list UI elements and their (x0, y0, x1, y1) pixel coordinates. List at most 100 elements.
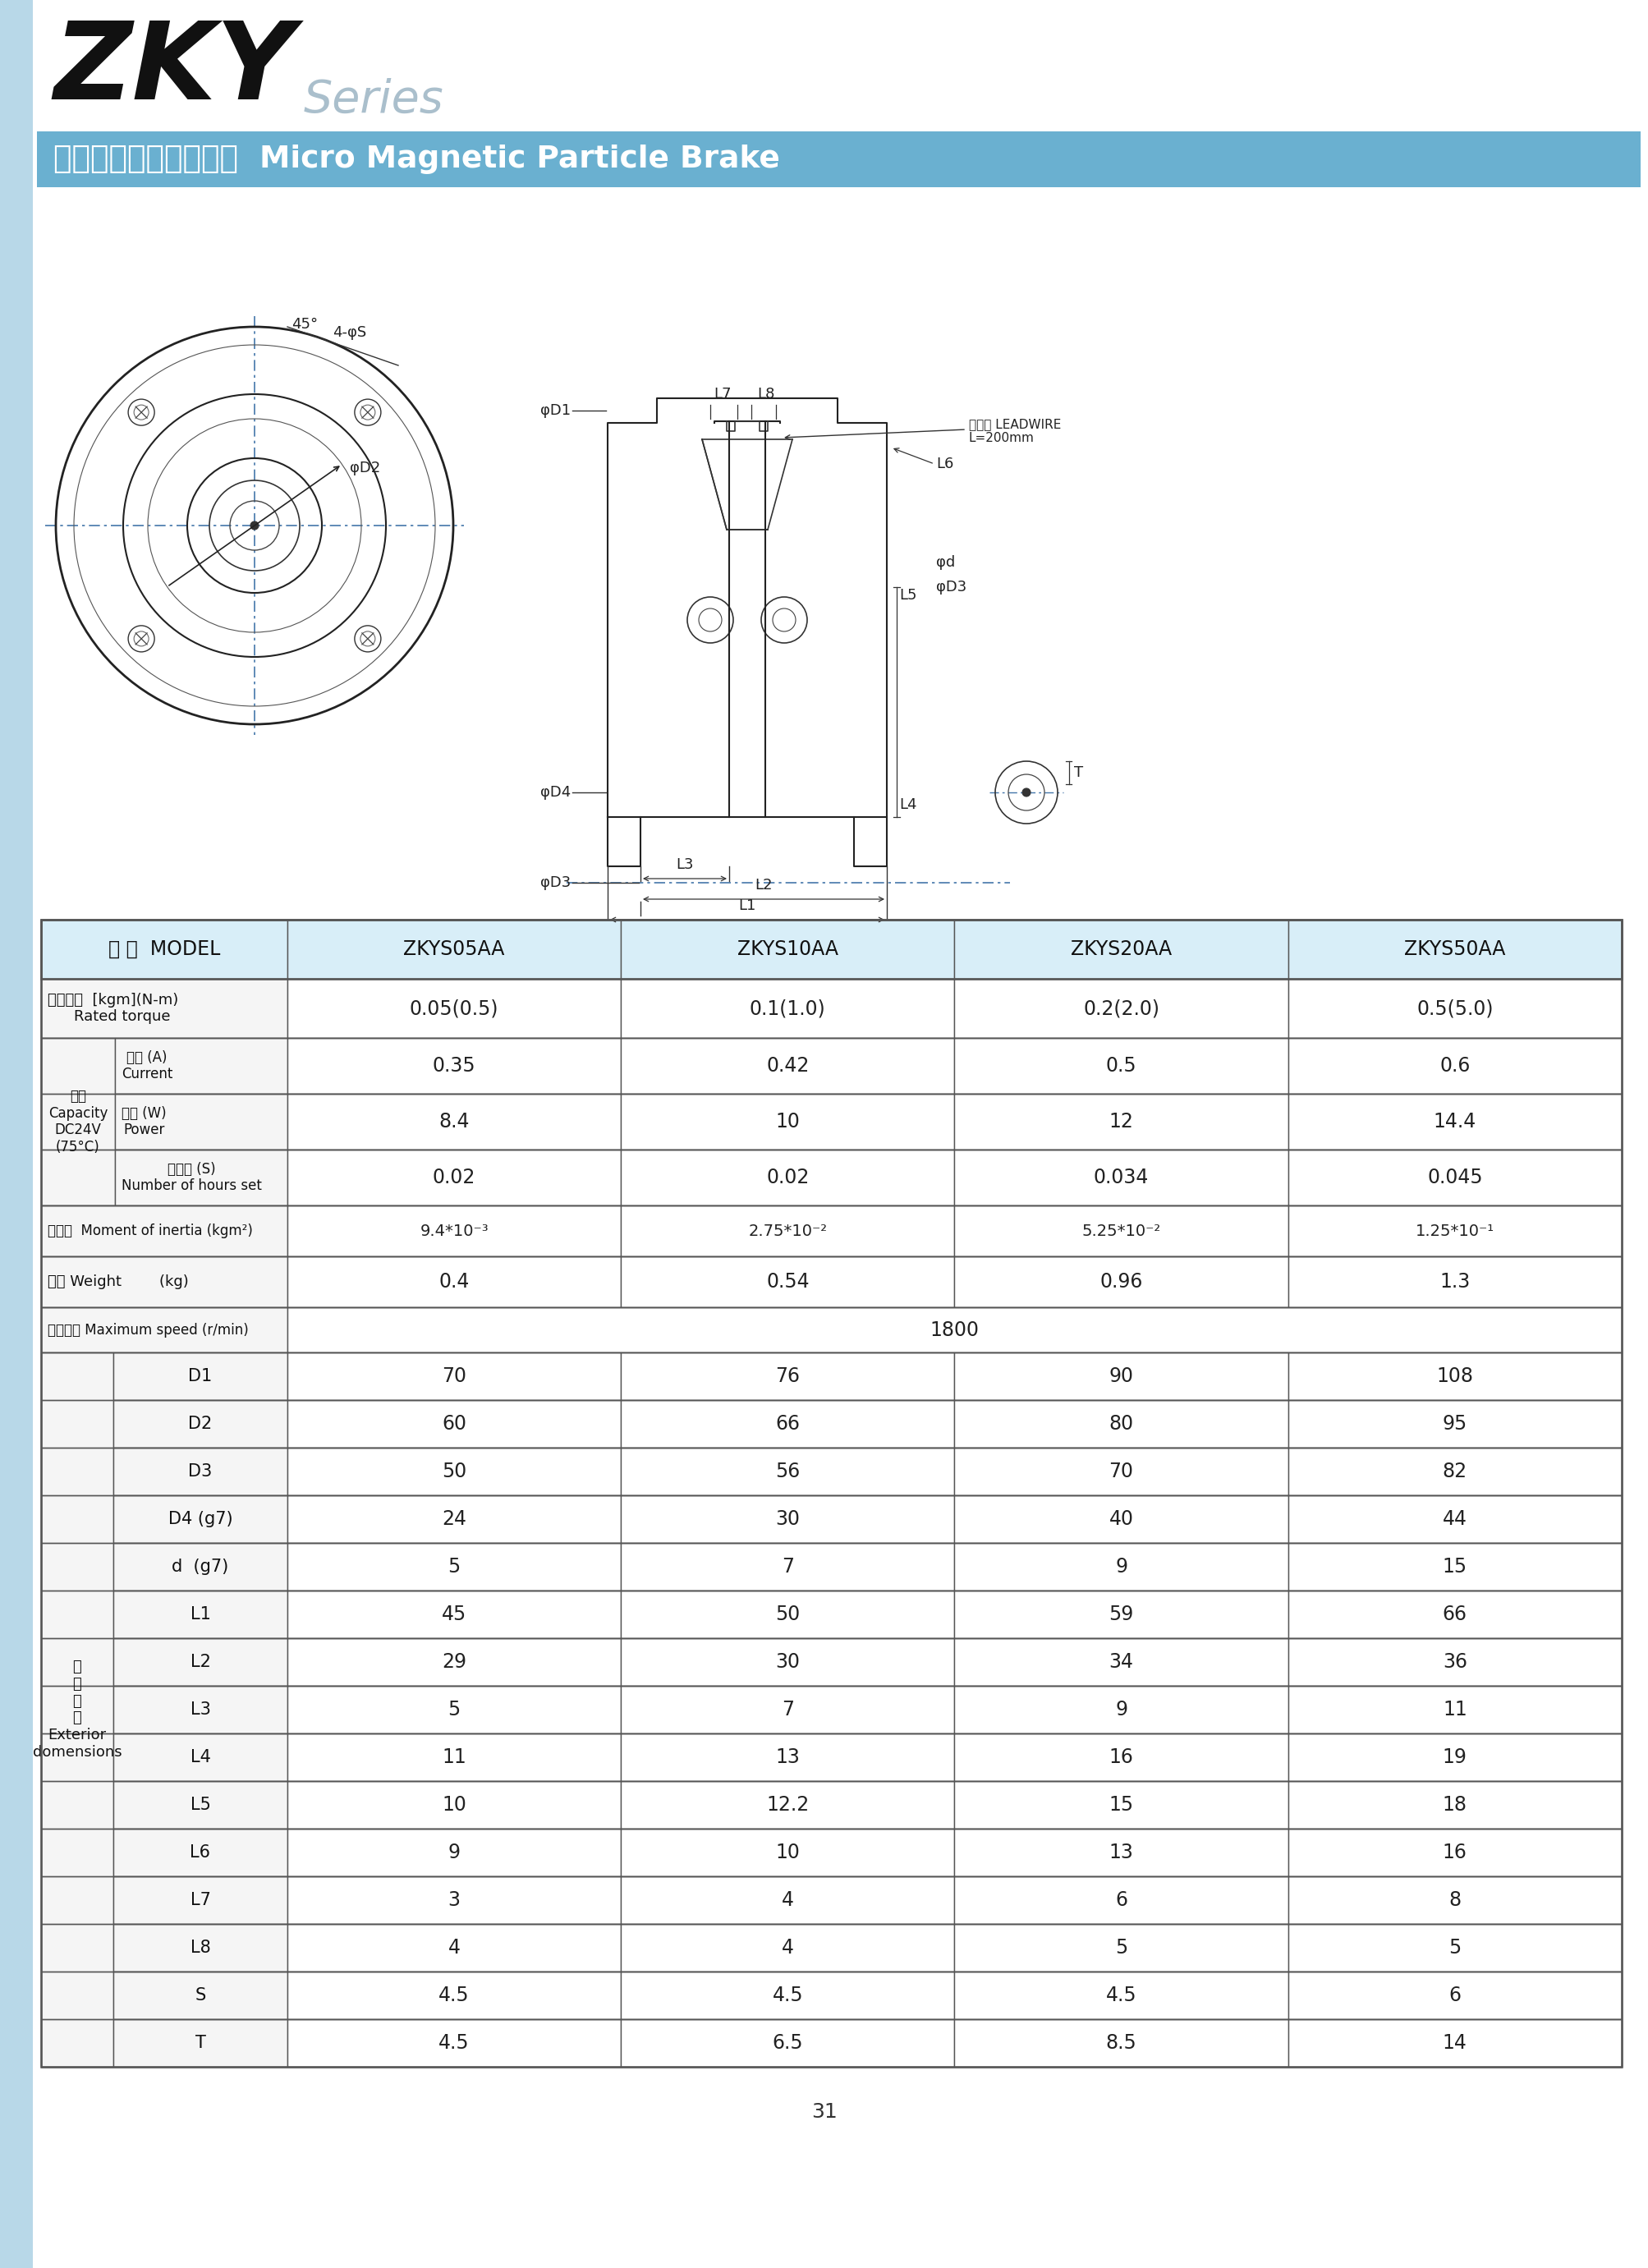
Text: 45°: 45° (292, 318, 318, 331)
Text: L2: L2 (755, 878, 773, 894)
Bar (621, 1352, 954, 1399)
Text: 6: 6 (1114, 1889, 1127, 1910)
Text: D2: D2 (188, 1415, 213, 1431)
Text: 6.5: 6.5 (771, 2032, 803, 2053)
Text: φD1: φD1 (541, 404, 570, 417)
Text: L7: L7 (714, 388, 732, 401)
Text: D4 (g7): D4 (g7) (168, 1510, 232, 1526)
Text: 50: 50 (442, 1461, 466, 1481)
Text: 80: 80 (1109, 1413, 1134, 1433)
Bar (621, 1590, 954, 1637)
Text: 磁粉式小型電磁煞車器  Micro Magnetic Particle Brake: 磁粉式小型電磁煞車器 Micro Magnetic Particle Brake (53, 145, 780, 175)
Text: 10: 10 (442, 1794, 466, 1814)
Text: 4.5: 4.5 (438, 2032, 470, 2053)
Text: L3: L3 (676, 857, 694, 873)
Bar (41, 1256, 1622, 1306)
Text: 0.045: 0.045 (1427, 1168, 1482, 1188)
Text: 出口線 LEADWIRE
L=200mm: 出口線 LEADWIRE L=200mm (969, 417, 1061, 445)
Bar (621, 1637, 954, 1685)
Bar (1287, 1093, 1622, 1150)
Text: 15: 15 (1442, 1556, 1467, 1576)
Bar (287, 1876, 621, 1923)
Bar (41, 1256, 287, 1306)
Bar (1287, 1204, 1622, 1256)
Bar (621, 1542, 954, 1590)
Bar (954, 1971, 1287, 2019)
Text: 70: 70 (1109, 1461, 1134, 1481)
Bar (954, 1495, 1287, 1542)
Text: L5: L5 (898, 587, 916, 603)
Bar (954, 1876, 1287, 1923)
Text: 5: 5 (448, 1556, 460, 1576)
Bar (621, 1733, 954, 1780)
Text: 4.5: 4.5 (438, 1984, 470, 2005)
Text: 4-φS: 4-φS (333, 324, 366, 340)
Bar (954, 1923, 1287, 1971)
Bar (41, 1542, 1622, 1590)
Bar (41, 1876, 1622, 1923)
Bar (954, 1780, 1287, 1828)
Text: 31: 31 (811, 2102, 837, 2123)
Text: 時定數 (S)
Number of hours set: 時定數 (S) Number of hours set (122, 1161, 262, 1193)
Bar (621, 1447, 954, 1495)
Text: 90: 90 (1109, 1365, 1134, 1386)
Bar (41, 2019, 1622, 2066)
Bar (115, 1039, 287, 1093)
Text: 定格轉距  [kgm](N-m)
    Rated torque: 定格轉距 [kgm](N-m) Rated torque (48, 993, 178, 1025)
Bar (1287, 1685, 1622, 1733)
Bar (621, 1495, 954, 1542)
Bar (621, 2019, 954, 2066)
Text: 型 號  MODEL: 型 號 MODEL (109, 939, 221, 959)
Bar (114, 1590, 287, 1637)
Bar (41, 1828, 1622, 1876)
Text: 50: 50 (775, 1603, 799, 1624)
Circle shape (1022, 789, 1030, 796)
Bar (41, 1733, 1622, 1780)
Bar (1287, 1352, 1622, 1399)
Text: 0.42: 0.42 (766, 1057, 809, 1075)
Text: T: T (194, 2034, 206, 2050)
Text: 0.4: 0.4 (438, 1272, 470, 1293)
Bar (1287, 2019, 1622, 2066)
Text: L1: L1 (190, 1606, 211, 1622)
Text: 59: 59 (1109, 1603, 1134, 1624)
Text: 56: 56 (775, 1461, 799, 1481)
Text: 15: 15 (1109, 1794, 1134, 1814)
Bar (954, 1352, 1287, 1399)
Bar (41, 921, 287, 980)
Bar (114, 1876, 287, 1923)
Text: L3: L3 (190, 1701, 211, 1717)
Bar (954, 1685, 1287, 1733)
Bar (41, 1352, 1622, 1399)
Text: L1: L1 (738, 898, 756, 914)
Bar (115, 1150, 287, 1204)
Bar (621, 1399, 954, 1447)
Text: d  (g7): d (g7) (171, 1558, 229, 1574)
Bar (954, 1828, 1287, 1876)
Bar (41, 1204, 287, 1256)
Bar (954, 1150, 1287, 1204)
Text: 0.96: 0.96 (1099, 1272, 1142, 1293)
Text: L6: L6 (936, 456, 953, 472)
Text: 44: 44 (1442, 1508, 1467, 1529)
Bar (41, 1685, 1622, 1733)
Text: L7: L7 (190, 1892, 211, 1907)
Bar (114, 1637, 287, 1685)
Text: 8.5: 8.5 (1106, 2032, 1135, 2053)
Text: 6: 6 (1449, 1984, 1460, 2005)
Text: φD3: φD3 (936, 581, 966, 594)
Text: L8: L8 (190, 1939, 211, 1955)
Text: 16: 16 (1109, 1746, 1134, 1767)
Bar (0, 0, 33, 2268)
Bar (36, 132, 1640, 188)
Text: 5: 5 (1449, 1937, 1460, 1957)
Text: 0.5: 0.5 (1106, 1057, 1135, 1075)
Bar (287, 921, 621, 980)
Text: 0.2(2.0): 0.2(2.0) (1083, 998, 1159, 1018)
Text: 4.5: 4.5 (771, 1984, 803, 2005)
Text: L4: L4 (898, 798, 916, 812)
Text: 40: 40 (1109, 1508, 1134, 1529)
Text: 0.05(0.5): 0.05(0.5) (409, 998, 498, 1018)
Bar (287, 1495, 621, 1542)
Text: T: T (1073, 764, 1083, 780)
